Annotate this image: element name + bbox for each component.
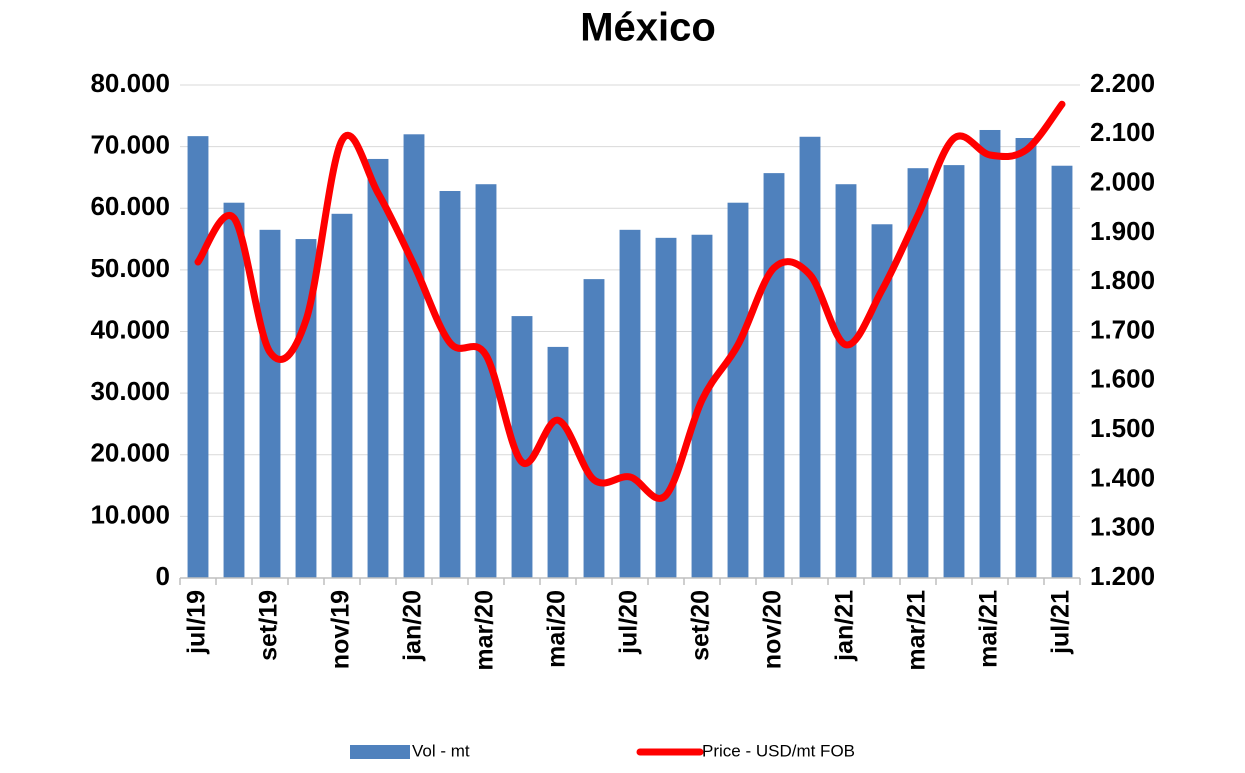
bar (583, 279, 605, 578)
y-tick-label: 60.000 (90, 191, 170, 221)
price-line (194, 100, 1066, 502)
bar (763, 173, 785, 578)
y-tick-label: 70.000 (90, 130, 170, 160)
y2-tick-label: 2.100 (1090, 117, 1155, 147)
bar (475, 184, 497, 578)
legend-label: Price - USD/mt FOB (702, 741, 855, 760)
bar (403, 134, 425, 579)
x-tick-label: jul/21 (1047, 590, 1075, 655)
bar (1015, 137, 1037, 578)
bar (331, 213, 353, 578)
y-tick-label: 30.000 (90, 376, 170, 406)
bar (511, 316, 533, 578)
bar (619, 229, 641, 578)
x-tick-label: mar/20 (471, 590, 499, 671)
bar (259, 229, 281, 578)
x-tick-label: jul/20 (615, 590, 643, 655)
y-tick-label: 0 (156, 561, 170, 591)
bar (871, 224, 893, 578)
y2-tick-label: 1.700 (1090, 314, 1155, 344)
bar (223, 202, 245, 579)
x-tick-label: nov/19 (327, 590, 355, 669)
bar (367, 158, 389, 578)
bar (727, 202, 749, 579)
y2-tick-label: 1.500 (1090, 413, 1155, 443)
bar (439, 190, 461, 578)
bar (547, 346, 569, 578)
y2-tick-label: 1.400 (1090, 462, 1155, 492)
legend-label: Vol - mt (412, 741, 470, 760)
x-tick-label: jul/19 (183, 590, 211, 655)
y-tick-label: 20.000 (90, 438, 170, 468)
bar (1051, 165, 1073, 578)
y2-tick-label: 1.200 (1090, 561, 1155, 591)
x-tick-label: jan/21 (831, 590, 859, 662)
y-tick-label: 80.000 (90, 68, 170, 98)
bar (655, 237, 677, 578)
x-tick-label: mai/20 (543, 590, 571, 668)
y-tick-label: 40.000 (90, 314, 170, 344)
x-tick-label: set/20 (687, 590, 715, 661)
bar (907, 168, 929, 578)
y2-tick-label: 2.000 (1090, 166, 1155, 196)
y2-tick-label: 1.300 (1090, 512, 1155, 542)
y-tick-label: 10.000 (90, 499, 170, 529)
x-tick-label: set/19 (255, 590, 283, 661)
y-tick-label: 50.000 (90, 253, 170, 283)
x-tick-label: mar/21 (903, 590, 931, 671)
x-tick-label: nov/20 (759, 590, 787, 669)
bar (799, 136, 821, 578)
bar (979, 129, 1001, 578)
x-tick-label: mai/21 (975, 590, 1003, 668)
bar (295, 239, 317, 578)
bar (187, 136, 209, 578)
legend-swatch (350, 745, 410, 759)
y2-tick-label: 1.800 (1090, 265, 1155, 295)
y2-tick-label: 1.600 (1090, 364, 1155, 394)
bar (835, 184, 857, 578)
y2-tick-label: 2.200 (1090, 68, 1155, 98)
y2-tick-label: 1.900 (1090, 216, 1155, 246)
bar (943, 165, 965, 579)
x-tick-label: jan/20 (399, 590, 427, 662)
chart-title: México (580, 6, 716, 50)
